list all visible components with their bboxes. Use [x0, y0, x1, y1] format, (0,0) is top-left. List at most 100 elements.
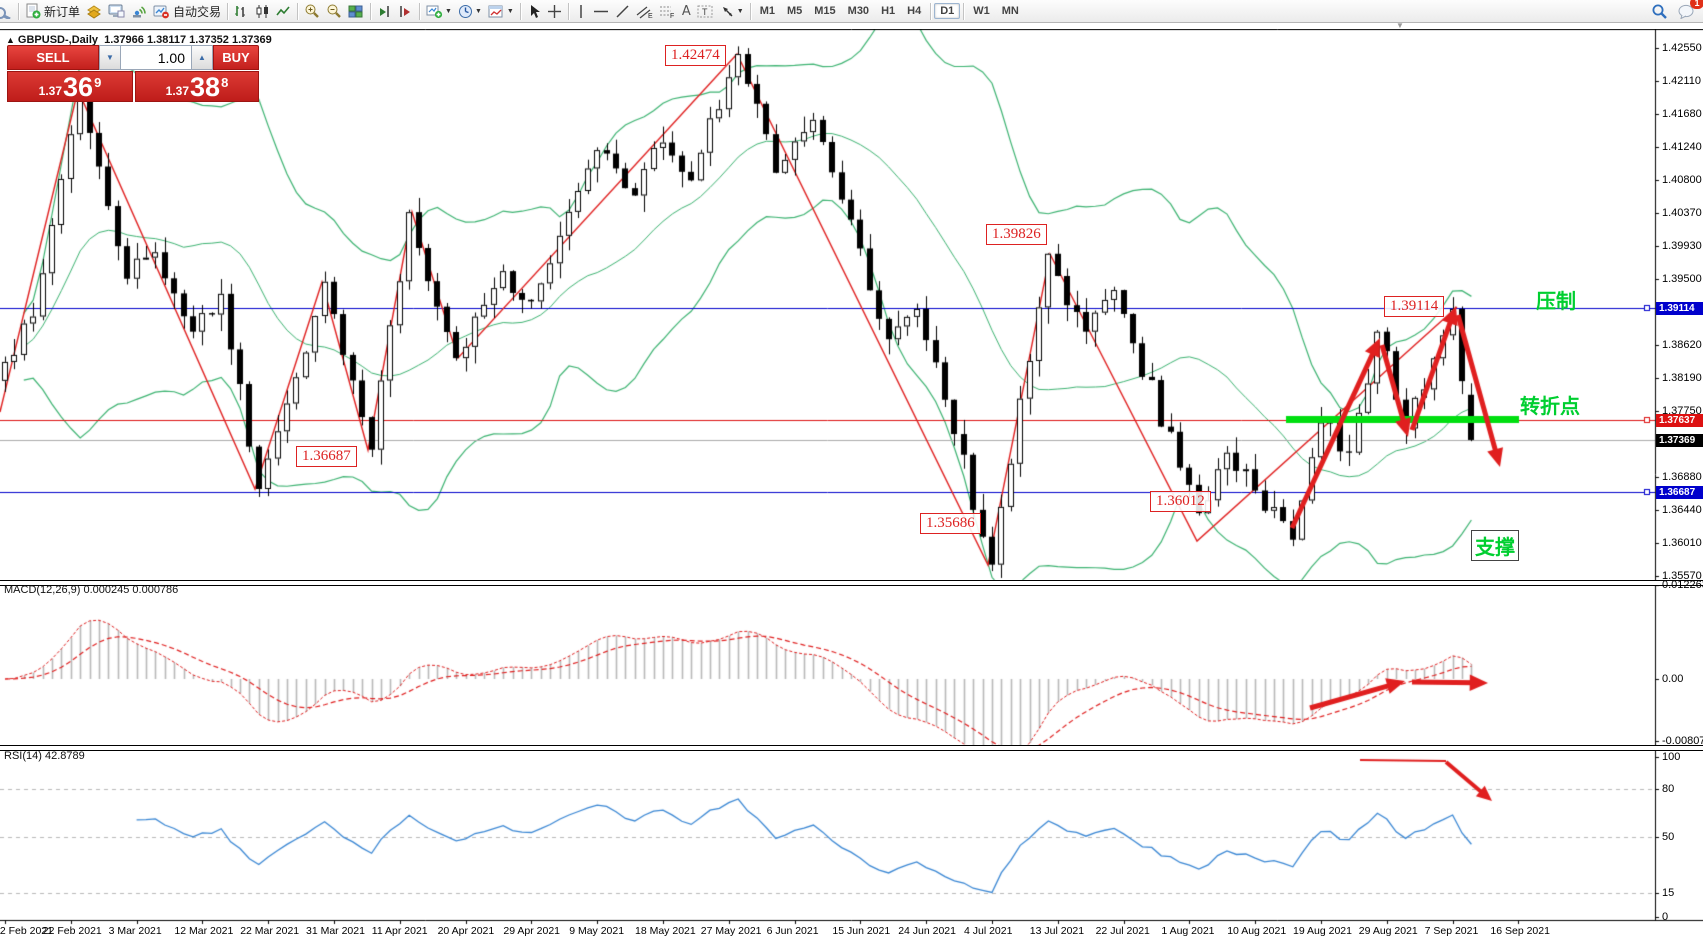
toolbar-right-group: 1 [1648, 0, 1703, 21]
chat-button[interactable]: 1 [1675, 0, 1703, 21]
fibonacci-button[interactable]: F [656, 1, 679, 21]
date-label: 19 Aug 2021 [1293, 925, 1352, 937]
tf-button-W1[interactable]: W1 [973, 5, 990, 17]
splitter-arrow-icon[interactable]: ▼ [1396, 21, 1404, 30]
profiles-button[interactable]: ▼ [455, 1, 485, 21]
tf-button-MN[interactable]: MN [1001, 5, 1019, 17]
zoom-in-button[interactable] [301, 1, 323, 21]
zoom-in-icon [305, 4, 319, 18]
rsi-panel-splitter[interactable] [0, 745, 1703, 751]
sell-button[interactable]: SELL [7, 45, 99, 70]
chart-bars-icon [235, 5, 246, 17]
tf-button-H4[interactable]: H4 [907, 5, 922, 17]
chart-candles-button[interactable] [252, 1, 273, 21]
new-chart-icon [426, 5, 443, 18]
volume-input[interactable]: 1.00 [121, 45, 191, 70]
price-axis-tick: 1.36440 [1662, 504, 1702, 516]
tf-button-D1[interactable]: D1 [934, 3, 961, 19]
buy-button[interactable]: BUY [213, 45, 259, 70]
text-button[interactable]: A [679, 1, 694, 21]
new-order-icon [26, 3, 41, 19]
search-button[interactable] [1648, 1, 1671, 21]
tf-button-H1[interactable]: H1 [881, 5, 896, 17]
macd-panel-splitter[interactable] [0, 580, 1703, 586]
autotrading-label: 自动交易 [173, 4, 222, 19]
indicators-button[interactable]: ▼ [485, 1, 517, 21]
price-annotation[interactable]: 1.39826 [986, 224, 1047, 245]
price-annotation[interactable]: 1.36687 [296, 446, 357, 467]
sell-price-button[interactable]: 1.37 36 9 [7, 71, 133, 102]
price-axis-tick: 1.36010 [1662, 537, 1702, 549]
chart-canvas[interactable] [0, 29, 1703, 943]
new-chart-button[interactable]: ▼ [423, 1, 455, 21]
search-icon [1652, 4, 1667, 19]
text-label-button[interactable]: T [694, 1, 717, 21]
sell-price-pip: 9 [94, 75, 102, 90]
signal-button[interactable] [128, 1, 150, 21]
green-annotation[interactable]: 压制 [1536, 291, 1576, 313]
green-annotation[interactable]: 转折点 [1520, 396, 1580, 418]
crosshair-button[interactable] [544, 1, 565, 21]
chart-bars-button[interactable] [231, 1, 252, 21]
signal-icon [133, 5, 146, 17]
tf-button-M5[interactable]: M5 [786, 5, 803, 17]
new-order-button[interactable]: 新订单 [22, 1, 83, 21]
separator [227, 2, 229, 20]
macd-axis-tick: 0.012263 [1662, 579, 1703, 591]
price-axis-tick: 1.41680 [1662, 108, 1702, 120]
shift-chart-button[interactable] [374, 1, 395, 21]
rsi-axis-tick: 80 [1662, 783, 1675, 795]
date-label: 24 Jun 2021 [898, 925, 956, 937]
arrows-button[interactable]: ▼ [717, 1, 747, 21]
indicators-icon [488, 5, 503, 17]
price-axis-tick: 1.41240 [1662, 141, 1702, 153]
rsi-axis-tick: 100 [1662, 751, 1681, 763]
buy-price-button[interactable]: 1.37 38 8 [135, 71, 259, 102]
autoscroll-icon [400, 5, 411, 17]
vline-button[interactable] [572, 1, 590, 21]
fibonacci-icon: F [659, 6, 674, 19]
cursor-button[interactable] [524, 1, 544, 21]
terminal-button[interactable] [105, 1, 128, 21]
price-tag-label: 1.36687 [1656, 486, 1703, 499]
date-label: 31 Mar 2021 [306, 925, 365, 937]
hline-button[interactable] [590, 1, 612, 21]
price-axis-tick: 1.40800 [1662, 174, 1702, 186]
date-label: 12 Mar 2021 [174, 925, 234, 937]
chart-candles-icon [256, 4, 269, 18]
collapse-arrow-icon[interactable]: ▲ [6, 35, 15, 45]
arrows-icon [722, 6, 733, 16]
volume-increase-button[interactable]: ▲ [191, 45, 213, 70]
green-annotation[interactable]: 支撑 [1471, 530, 1519, 561]
date-label: 15 Jun 2021 [832, 925, 891, 937]
tile-windows-button[interactable] [345, 1, 367, 21]
price-axis-tick: 1.42550 [1662, 42, 1702, 54]
price-axis-tick: 1.42110 [1662, 75, 1701, 87]
trendline-button[interactable] [612, 1, 633, 21]
tf-button-M15[interactable]: M15 [814, 5, 836, 17]
volume-decrease-button[interactable]: ▼ [99, 45, 121, 70]
separator [297, 2, 299, 20]
market-depth-button[interactable] [83, 1, 105, 21]
horizontal-line-icon [593, 10, 608, 12]
separator [519, 2, 521, 20]
macd-indicator-label: MACD(12,26,9) 0.000245 0.000786 [4, 584, 179, 596]
tf-button-M30[interactable]: M30 [847, 5, 870, 17]
date-label: 18 May 2021 [635, 925, 696, 937]
channel-button[interactable]: E [633, 1, 656, 21]
market-depth-icon [87, 4, 101, 19]
chart-line-button[interactable] [273, 1, 294, 21]
price-annotation[interactable]: 1.39114 [1384, 296, 1445, 317]
date-label: 1 Aug 2021 [1161, 925, 1215, 937]
price-tag-label: 1.37637 [1656, 414, 1703, 427]
zoom-out-button[interactable] [323, 1, 345, 21]
sell-price-prefix: 1.37 [38, 84, 63, 98]
autoscroll-button[interactable] [395, 1, 416, 21]
buy-price-prefix: 1.37 [165, 84, 190, 98]
autotrading-button[interactable]: 自动交易 [150, 1, 224, 21]
price-annotation[interactable]: 1.42474 [665, 45, 726, 66]
tf-button-M1[interactable]: M1 [759, 5, 775, 17]
one-click-trading-widget: SELL ▼ 1.00 ▲ BUY 1.37 36 9 1.37 38 8 [7, 45, 259, 102]
price-annotation[interactable]: 1.35686 [920, 513, 981, 534]
price-annotation[interactable]: 1.36012 [1150, 491, 1211, 512]
